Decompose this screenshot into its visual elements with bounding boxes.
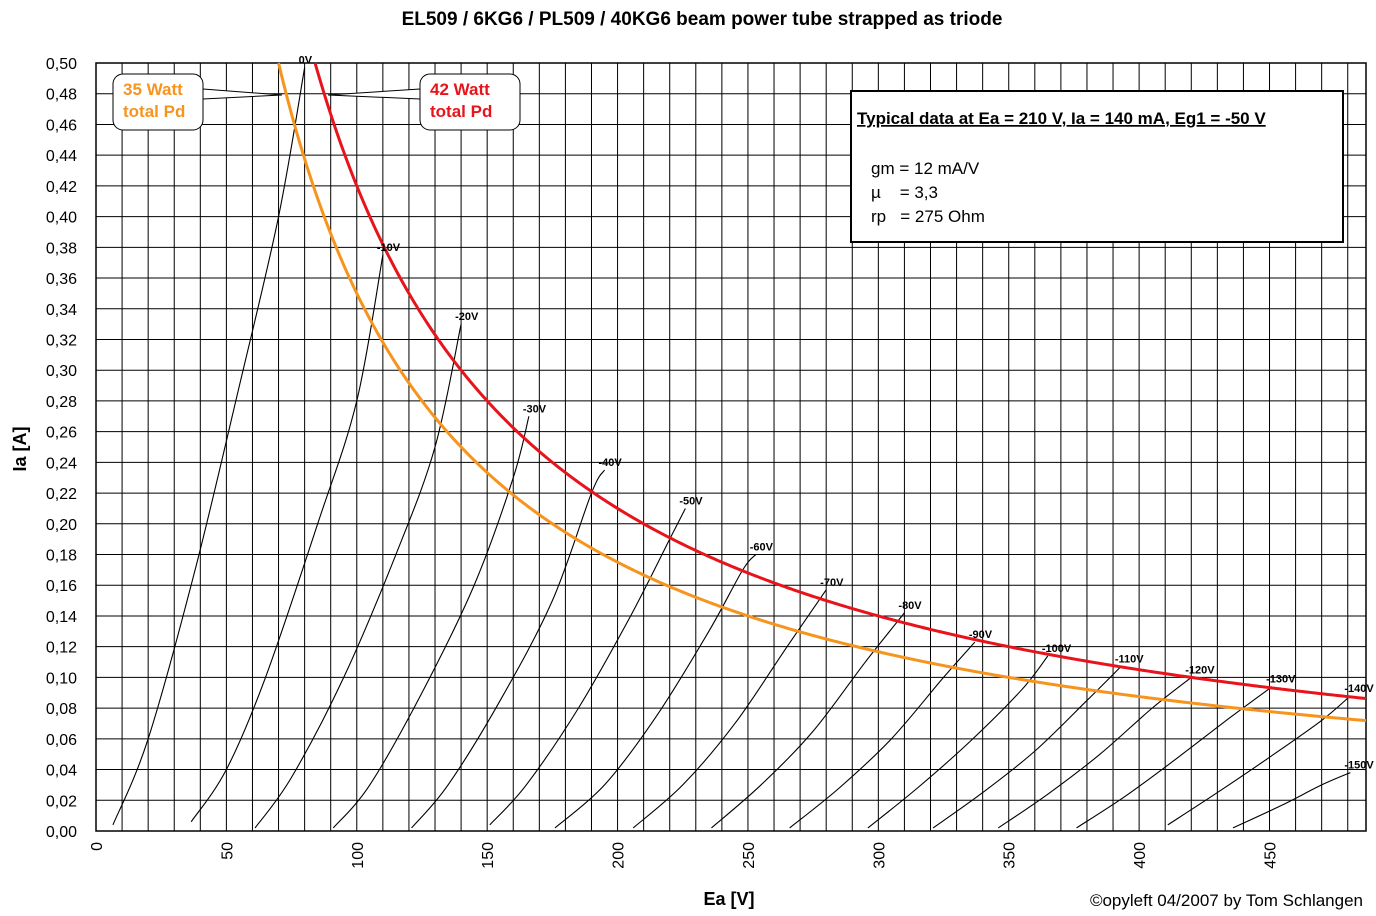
y-tick-label: 0,00 [46,824,77,841]
callout-text: 35 Watt [123,80,183,99]
dissipation-callout: 35 Watt total Pd [112,73,283,131]
x-axis-ticks: 0 50 100 150 200 250 300 350 400 450 [89,842,1280,869]
y-tick-label: 0,34 [46,302,77,319]
y-tick-label: 0,16 [46,578,77,595]
plate-curve [632,589,827,829]
y-tick-label: 0,32 [46,332,77,349]
plate-curve-label: -80V [898,600,922,612]
plate-curve-label: -60V [750,542,774,554]
y-tick-label: 0,30 [46,363,77,380]
x-tick-label: 450 [1263,842,1280,869]
plate-curve [254,324,462,829]
callout-text: 42 Watt [430,80,490,99]
y-tick-label: 0,40 [46,210,77,227]
info-box-line-mu: µ = 3,3 [871,183,938,202]
callout-text: total Pd [430,102,492,121]
y-tick-label: 0,36 [46,271,77,288]
y-axis-title: Ia [A] [10,427,30,472]
plate-curves [112,67,1351,829]
x-tick-label: 400 [1132,842,1149,869]
plate-curve [190,254,384,823]
info-box-line-rp: rp = 275 Ohm [871,207,985,226]
plate-curve-label: -100V [1042,643,1072,655]
callout-box [419,73,521,131]
y-tick-label: 0,24 [46,455,77,472]
dissipation-callout: 42 Watt total Pd [327,73,521,131]
plate-curve [1232,772,1351,829]
y-tick-label: 0,42 [46,179,77,196]
chart-title: EL509 / 6KG6 / PL509 / 40KG6 beam power … [402,9,1003,30]
y-tick-label: 0,06 [46,732,77,749]
x-tick-label: 250 [741,842,758,869]
plate-curve [789,641,976,829]
plate-curve-label: -130V [1266,674,1296,686]
plate-curve-label: -110V [1115,654,1144,666]
y-tick-label: 0,22 [46,486,77,503]
x-axis-title: Ea [V] [703,889,754,909]
x-tick-label: 100 [350,842,367,869]
dissipation-callouts: 35 Watt total Pd 42 Watt total Pd [112,73,521,131]
plate-curve [112,67,306,826]
y-tick-label: 0,14 [46,609,77,626]
grid [95,62,1367,832]
y-tick-label: 0,28 [46,394,77,411]
y-tick-label: 0,10 [46,670,77,687]
plate-curve-label: -150V [1344,760,1374,772]
callout-text: total Pd [123,102,185,121]
plate-curve-label: -70V [820,577,844,589]
y-tick-label: 0,04 [46,763,77,780]
y-tick-label: 0,48 [46,87,77,104]
x-tick-label: 50 [219,842,236,860]
plate-curve [554,554,757,829]
info-box-frame [850,90,1344,243]
plate-curve-label: -10V [377,242,401,254]
plate-curve-label: -120V [1185,664,1215,676]
plate-curve-label: 0V [299,55,313,67]
dissipation-curve [277,62,1367,723]
y-tick-label: 0,46 [46,117,77,134]
x-tick-label: 350 [1002,842,1019,869]
y-tick-label: 0,12 [46,640,77,657]
dissipation-curves [277,62,1367,723]
plate-curve-label: -20V [455,311,479,323]
plate-curve [711,612,905,829]
callout-pointer [327,88,421,100]
x-tick-label: 0 [89,842,106,851]
y-tick-label: 0,26 [46,425,77,442]
plate-curve-label: -40V [599,457,623,469]
plate-curve [332,416,530,829]
plate-curve [1167,695,1351,826]
callout-pointer [202,88,283,100]
plate-curve-label: -30V [523,403,547,415]
callout-box [112,73,204,131]
y-tick-label: 0,18 [46,548,77,565]
plate-curve-label: -140V [1344,683,1374,695]
plate-curve-label: -50V [679,495,703,507]
y-tick-label: 0,44 [46,148,77,165]
y-tick-label: 0,50 [46,56,77,73]
info-box-heading: Typical data at Ea = 210 V, Ia = 140 mA,… [857,109,1266,128]
plate-curve-label: -90V [969,629,993,641]
plate-curve [867,655,1049,829]
info-box-line-gm: gm = 12 mA/V [871,159,980,178]
y-tick-label: 0,08 [46,701,77,718]
x-tick-label: 150 [480,842,497,869]
y-axis-ticks: 0,00 0,02 0,04 0,06 0,08 0,10 0,12 0,14 0,16 0,18… [46,56,77,841]
dissipation-curve [313,62,1367,701]
y-tick-label: 0,02 [46,793,77,810]
credit-text: ©opyleft 04/2007 by Tom Schlangen [1090,891,1363,910]
y-tick-label: 0,20 [46,517,77,534]
y-tick-label: 0,38 [46,240,77,257]
x-tick-label: 300 [871,842,888,869]
info-box: Typical data at Ea = 210 V, Ia = 140 mA,… [850,90,1344,243]
x-tick-label: 200 [611,842,628,869]
plot-frame [95,62,1367,832]
plate-curve-labels: 0V -10V -20V -30V -40V -50V -60V -70V -80V -90V -1… [299,55,1375,772]
